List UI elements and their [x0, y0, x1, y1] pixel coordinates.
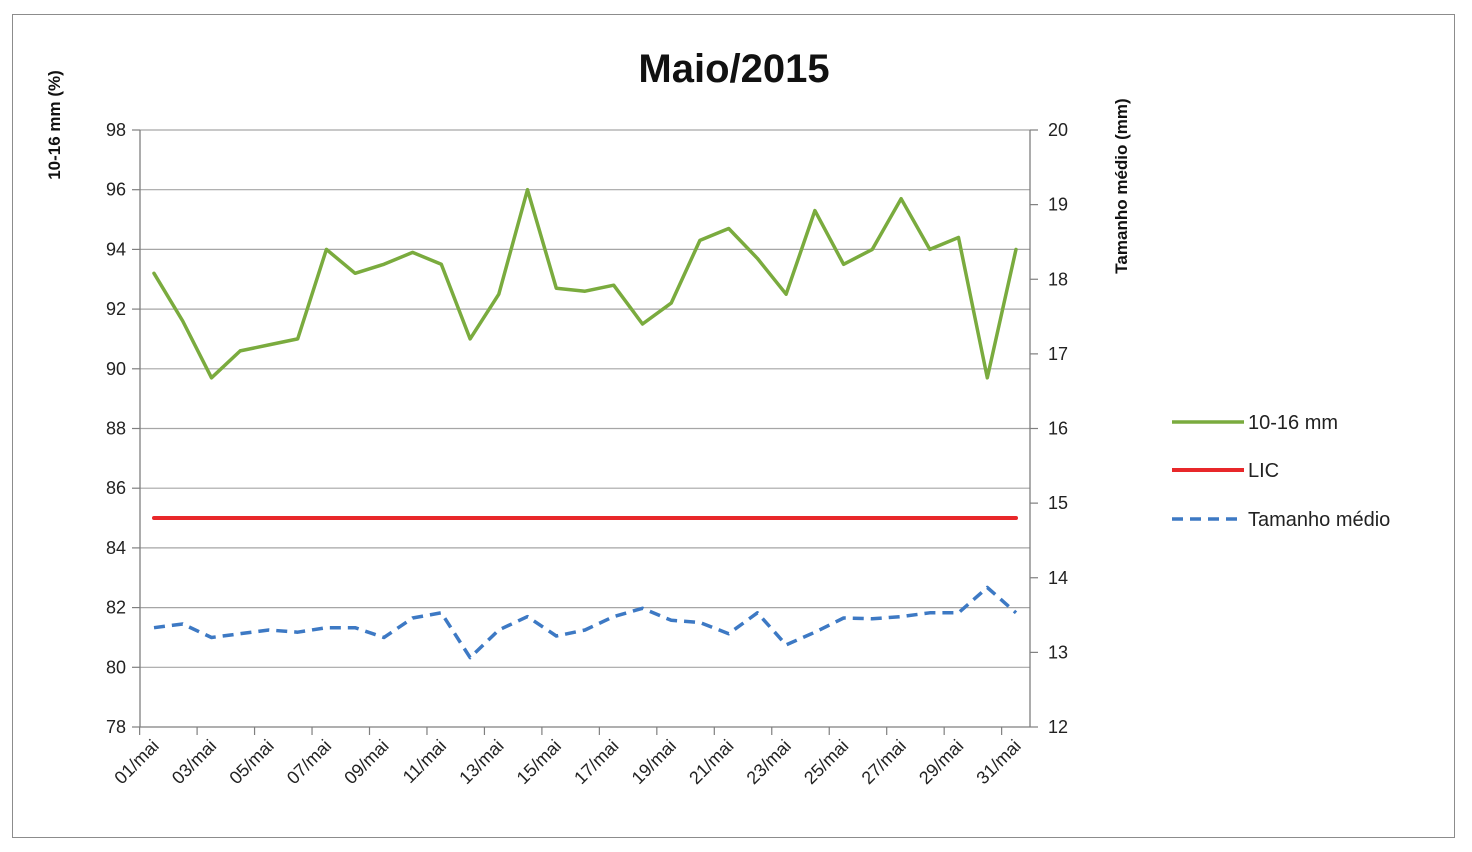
y-tick-label-right: 14 [1048, 568, 1068, 588]
x-tick-label: 13/mai [455, 736, 507, 788]
y-tick-label-right: 20 [1048, 120, 1068, 140]
legend-label: 10-16 mm [1248, 412, 1338, 434]
x-axis-ticks: 01/mai 03/mai 05/mai 07/mai 09/mai 11/mai 13/m… [110, 736, 1024, 788]
x-tick-label: 29/mai [915, 736, 967, 788]
x-tick-label: 23/mai [743, 736, 795, 788]
x-tick-label: 25/mai [800, 736, 852, 788]
x-tick-label: 15/mai [513, 736, 565, 788]
y-tick-label-left: 86 [106, 478, 126, 498]
series-line-tamanho-m-dio [153, 585, 1018, 660]
chart-frame [12, 14, 1455, 838]
y-axis-right-title: Tamanho médio (mm) [1112, 98, 1131, 273]
chart-title: Maio/2015 [638, 47, 829, 91]
y-tick-label-left: 90 [106, 359, 126, 379]
legend-label: LIC [1248, 460, 1279, 482]
legend-label: Tamanho médio [1248, 509, 1390, 531]
y-tick-label-left: 88 [106, 419, 126, 439]
x-tick-label: 19/mai [628, 736, 680, 788]
y-tick-label-left: 82 [106, 598, 126, 618]
y-tick-label-left: 96 [106, 180, 126, 200]
x-tick-label: 11/mai [399, 736, 450, 787]
y-tick-label-right: 15 [1048, 493, 1068, 513]
x-tick-label: 05/mai [225, 736, 277, 788]
y-tick-label-right: 19 [1048, 195, 1068, 215]
x-tick-label: 03/mai [168, 736, 220, 788]
y-tick-label-right: 13 [1048, 642, 1068, 662]
y-tick-label-left: 78 [106, 717, 126, 737]
y-tick-label-right: 16 [1048, 419, 1068, 439]
axes [132, 129, 1038, 735]
series-line-10-16-mm [152, 187, 1018, 380]
series-lines [152, 187, 1018, 660]
legend: 10-16 mm LIC Tamanho médio [1172, 412, 1390, 531]
y-tick-label-right: 18 [1048, 269, 1068, 289]
x-tick-label: 27/mai [858, 736, 910, 788]
x-tick-label: 07/mai [283, 736, 335, 788]
x-tick-label: 09/mai [340, 736, 392, 788]
x-tick-label: 31/mai [972, 736, 1024, 788]
y-tick-label-left: 98 [106, 120, 126, 140]
y-axis-left-ticks: 78 80 82 84 86 88 90 92 94 96 98 [106, 120, 126, 737]
gridlines [140, 129, 1030, 668]
x-tick-label: 01/mai [110, 736, 162, 788]
y-tick-label-left: 92 [106, 299, 126, 319]
y-axis-left-title: 10-16 mm (%) [45, 70, 64, 180]
x-tick-label: 17/mai [570, 736, 622, 788]
y-axis-right-ticks: 12 13 14 15 16 17 18 19 20 [1048, 120, 1068, 737]
y-tick-label-right: 17 [1048, 344, 1068, 364]
y-tick-label-left: 94 [106, 239, 126, 259]
y-tick-label-left: 84 [106, 538, 126, 558]
y-tick-label-left: 80 [106, 657, 126, 677]
y-tick-label-right: 12 [1048, 717, 1068, 737]
x-tick-label: 21/mai [685, 736, 737, 788]
